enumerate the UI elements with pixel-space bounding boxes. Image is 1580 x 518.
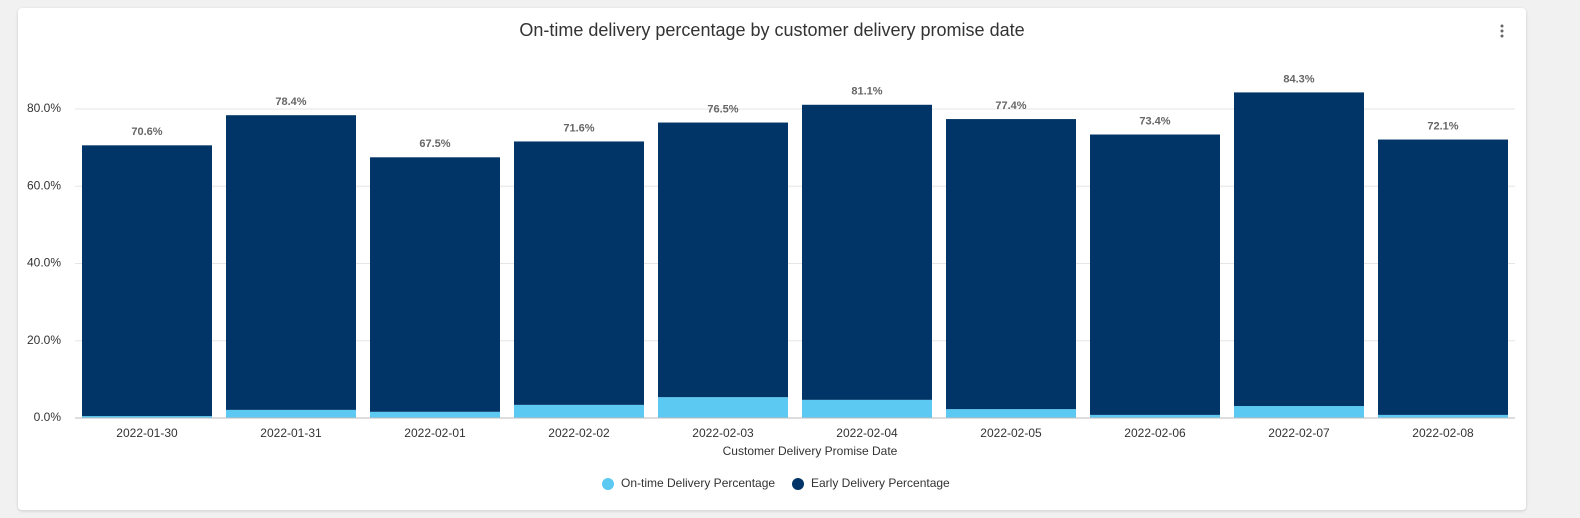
bar-segment	[226, 409, 356, 418]
x-tick-label: 2022-02-08	[1412, 426, 1474, 440]
total-label: 76.5%	[707, 103, 738, 115]
y-tick-label: 20.0%	[27, 333, 61, 347]
total-label: 71.6%	[563, 122, 594, 134]
bar-segment	[226, 115, 356, 410]
total-label: 67.5%	[419, 138, 450, 150]
bar-segment	[1090, 134, 1220, 415]
bar-segment	[802, 399, 932, 418]
y-tick-label: 0.0%	[34, 410, 62, 424]
x-tick-label: 2022-01-31	[260, 426, 322, 440]
x-tick-label: 2022-02-02	[548, 426, 610, 440]
x-tick-label: 2022-02-05	[980, 426, 1042, 440]
x-axis-label: Customer Delivery Promise Date	[723, 444, 898, 458]
total-label: 81.1%	[851, 86, 882, 98]
menu-dot	[1500, 34, 1504, 38]
total-label: 84.3%	[1283, 73, 1314, 85]
x-tick-label: 2022-02-07	[1268, 426, 1330, 440]
bar-segment	[1378, 139, 1508, 415]
chart-title: On-time delivery percentage by customer …	[519, 20, 1024, 40]
bar-segment	[1234, 406, 1364, 418]
menu-dot	[1500, 24, 1504, 28]
y-tick-label: 60.0%	[27, 178, 61, 192]
legend-swatch	[792, 478, 804, 490]
bar-segment	[658, 122, 788, 398]
y-tick-label: 80.0%	[27, 101, 61, 115]
y-tick-label: 40.0%	[27, 256, 61, 270]
menu-dot	[1500, 29, 1504, 33]
legend-label: Early Delivery Percentage	[811, 476, 950, 490]
x-tick-label: 2022-02-03	[692, 426, 754, 440]
total-label: 70.6%	[131, 126, 162, 138]
bar-segment	[370, 157, 500, 412]
bar-segment	[658, 397, 788, 418]
x-tick-label: 2022-02-01	[404, 426, 466, 440]
total-label: 73.4%	[1139, 115, 1170, 127]
bar-segment	[514, 141, 644, 405]
menu-icon[interactable]	[1500, 24, 1504, 38]
bar-segment	[802, 104, 932, 400]
legend-label: On-time Delivery Percentage	[621, 476, 775, 490]
x-tick-label: 2022-02-04	[836, 426, 898, 440]
bar-segment	[1090, 414, 1220, 418]
bar-segment	[946, 409, 1076, 418]
x-tick-label: 2022-02-06	[1124, 426, 1186, 440]
bar-segment	[514, 404, 644, 418]
bar-segment	[1378, 414, 1508, 418]
legend-swatch	[602, 478, 614, 490]
total-label: 77.4%	[995, 100, 1026, 112]
bar-segment	[1234, 92, 1364, 407]
total-label: 78.4%	[275, 96, 306, 108]
total-label: 72.1%	[1427, 120, 1458, 132]
bar-segment	[370, 411, 500, 418]
bar-segment	[82, 145, 212, 417]
bar-segment	[82, 416, 212, 418]
x-tick-label: 2022-01-30	[116, 426, 178, 440]
bar-segment	[946, 119, 1076, 410]
